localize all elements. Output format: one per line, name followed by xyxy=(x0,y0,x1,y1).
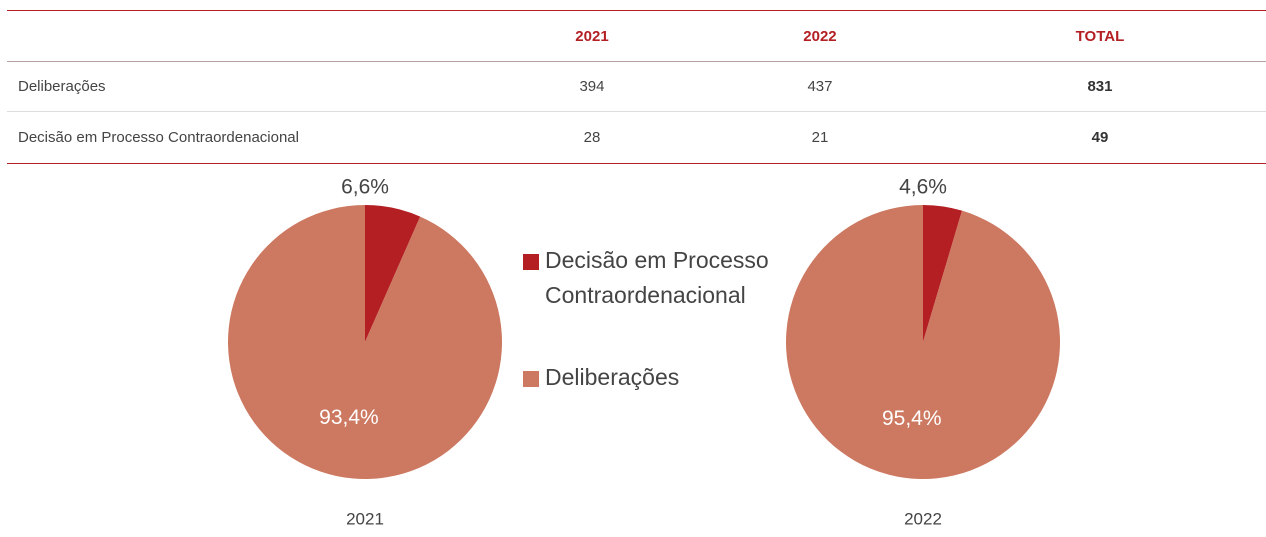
data-label: 95,4% xyxy=(882,407,942,430)
cell: 21 xyxy=(811,129,829,146)
cell: 28 xyxy=(583,129,601,146)
table: 2021 2022 TOTAL Deliberações 394 437 831… xyxy=(7,10,1266,164)
row: Decisão em Processo Contraordenacional 2… xyxy=(7,112,1266,164)
row: Deliberações 394 437 831 xyxy=(7,62,1266,112)
cell: 437 xyxy=(807,78,833,95)
header-row: 2021 2022 TOTAL xyxy=(7,10,1266,62)
pie-caption: 2021 xyxy=(346,509,384,528)
data-label: 93,4% xyxy=(319,406,379,429)
cell: Deliberações xyxy=(18,78,106,95)
pie-slice xyxy=(786,205,1061,480)
legend-item: Deliberações xyxy=(523,363,775,395)
legend-swatch xyxy=(523,254,539,270)
legend: Decisão em Processo Contraordenacional De… xyxy=(523,246,775,445)
header-cell: 2022 xyxy=(803,27,837,45)
cell: 49 xyxy=(1091,129,1109,146)
cell: 394 xyxy=(579,78,605,95)
pie-slice xyxy=(365,205,421,342)
legend-swatch xyxy=(523,371,539,387)
legend-item: Decisão em Processo Contraordenacional xyxy=(523,246,775,313)
cell: 831 xyxy=(1087,78,1113,95)
legend-label: Deliberações xyxy=(545,364,680,390)
data-label: 4,6% xyxy=(899,176,947,199)
data-label: 6,6% xyxy=(341,176,389,199)
pie-slice xyxy=(228,205,503,480)
legend-label: Decisão em Processo Contraordenacional xyxy=(545,247,769,308)
header-cell: 2021 xyxy=(575,27,609,45)
cell: Decisão em Processo Contraordenacional xyxy=(18,129,299,146)
header-cell: TOTAL xyxy=(1075,27,1125,45)
pie-slice xyxy=(923,205,963,342)
pie-caption: 2022 xyxy=(904,509,942,528)
